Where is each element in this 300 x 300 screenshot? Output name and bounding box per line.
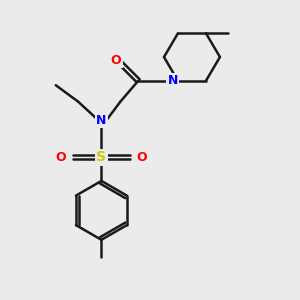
Text: N: N: [167, 74, 178, 87]
Text: S: S: [96, 150, 106, 164]
Text: O: O: [137, 151, 147, 164]
Text: O: O: [56, 151, 66, 164]
Text: O: O: [111, 54, 122, 67]
Text: N: N: [96, 114, 106, 127]
